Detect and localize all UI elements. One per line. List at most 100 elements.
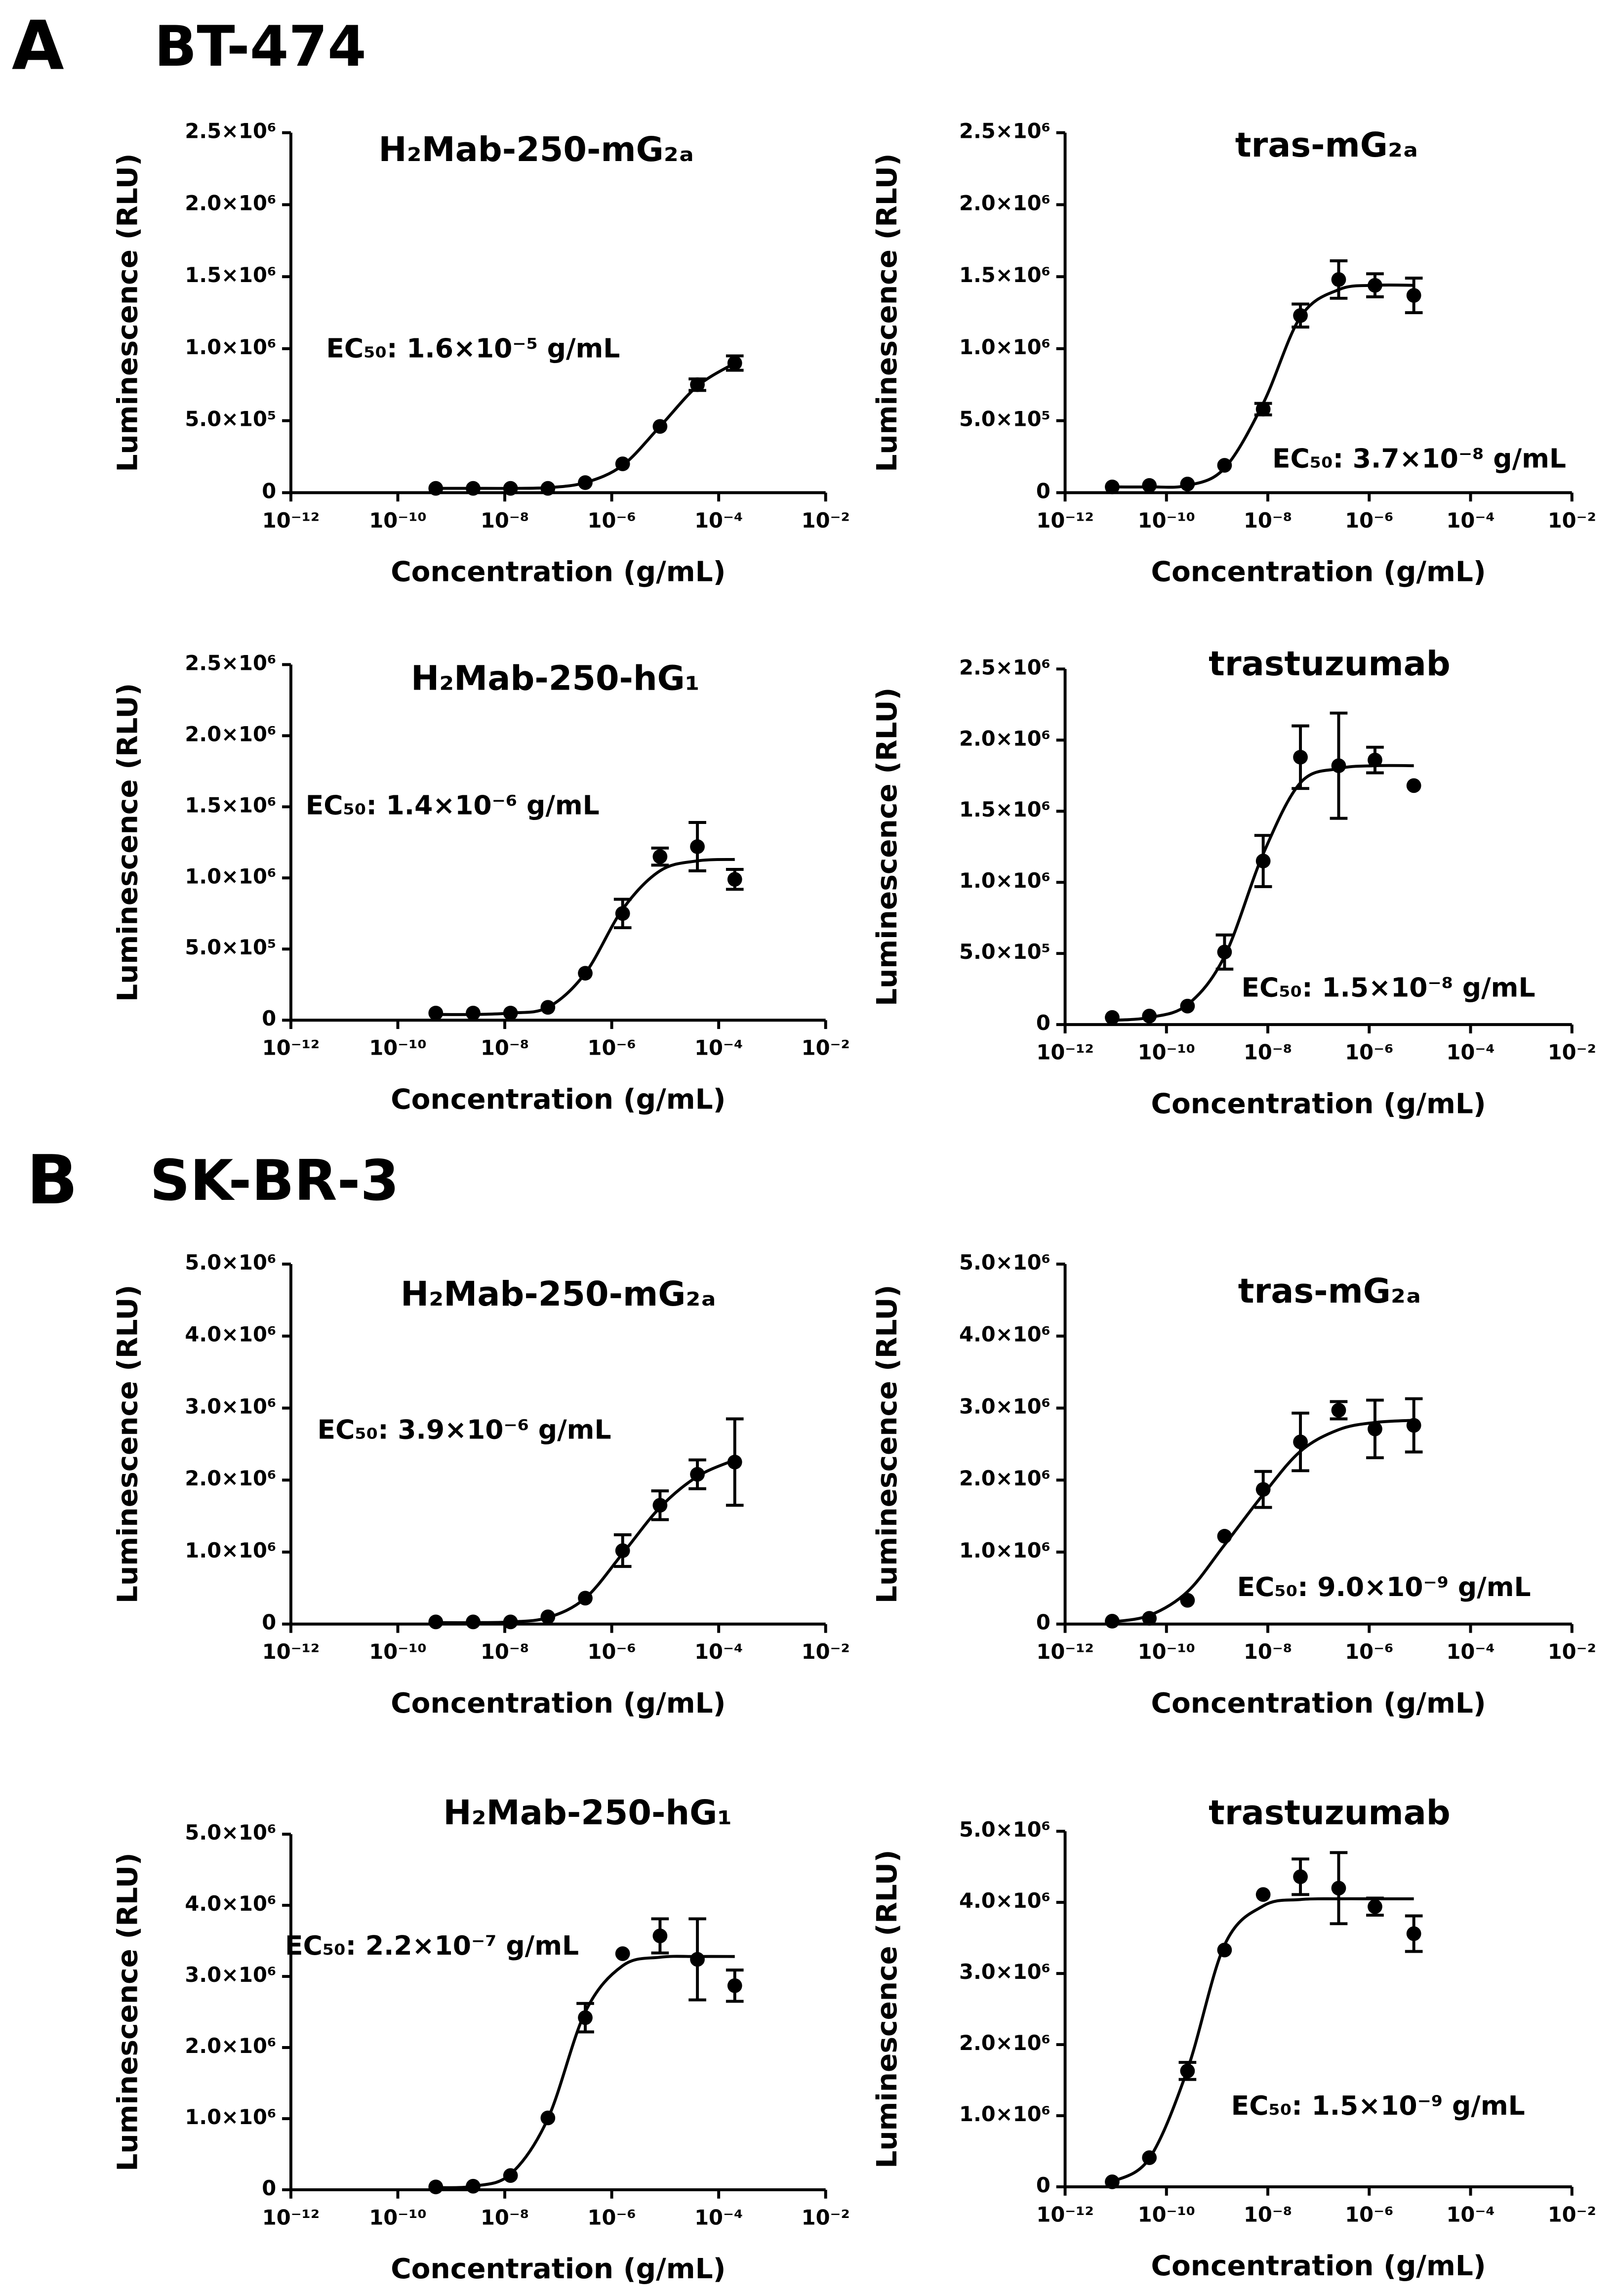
x-tick-label: 10⁻² <box>802 2205 850 2229</box>
data-point <box>1180 998 1195 1014</box>
x-tick-label: 10⁻⁸ <box>1244 508 1292 533</box>
data-point <box>1255 1482 1271 1497</box>
data-point <box>1331 1402 1346 1418</box>
x-tick-label: 10⁻² <box>1548 1040 1596 1065</box>
annotation: EC₅₀: 9.0×10⁻⁹ g/mL <box>1237 1571 1531 1602</box>
data-point <box>1105 2174 1120 2189</box>
fit-curve <box>436 1955 735 2189</box>
data-point <box>1368 1421 1382 1436</box>
y-tick-label: 2.0×10⁶ <box>185 722 276 746</box>
y-tick-label: 3.0×10⁶ <box>959 1394 1050 1418</box>
y-tick-label: 2.0×10⁶ <box>959 191 1050 215</box>
x-tick-label: 10⁻¹⁰ <box>369 2205 426 2229</box>
data-point <box>428 1614 444 1630</box>
y-tick-label: 2.0×10⁶ <box>959 726 1050 750</box>
data-point <box>1406 1926 1421 1941</box>
chart-title: tras-mG₂ₐ <box>1238 1272 1421 1311</box>
data-point <box>466 2178 481 2194</box>
data-point <box>1406 1418 1421 1433</box>
y-tick-label: 5.0×10⁶ <box>185 1250 276 1274</box>
x-tick-label: 10⁻¹² <box>262 2205 320 2229</box>
x-tick-label: 10⁻¹⁰ <box>1138 2202 1195 2226</box>
data-point <box>1255 402 1271 417</box>
x-tick-label: 10⁻⁶ <box>588 1640 636 1664</box>
y-tick-label: 5.0×10⁵ <box>185 407 276 431</box>
x-tick-label: 10⁻² <box>802 1036 850 1060</box>
chart-title: trastuzumab <box>1209 645 1451 684</box>
data-point <box>503 481 518 496</box>
y-tick-label: 2.0×10⁶ <box>959 1466 1050 1490</box>
x-tick-label: 10⁻⁶ <box>1345 508 1393 533</box>
x-tick-label: 10⁻² <box>802 508 850 533</box>
x-axis-label: Concentration (g/mL) <box>391 556 726 588</box>
y-tick-label: 5.0×10⁶ <box>959 1250 1050 1274</box>
x-tick-label: 10⁻⁴ <box>1446 508 1495 533</box>
data-point <box>428 2179 444 2195</box>
annotation: EC₅₀: 3.7×10⁻⁸ g/mL <box>1272 443 1566 474</box>
x-tick-label: 10⁻¹² <box>1036 1040 1093 1065</box>
x-tick-label: 10⁻⁴ <box>694 1036 743 1060</box>
x-tick-label: 10⁻⁸ <box>481 1640 529 1664</box>
x-tick-label: 10⁻² <box>802 1640 850 1664</box>
y-tick-label: 1.5×10⁶ <box>185 263 276 287</box>
data-point <box>1331 272 1346 287</box>
data-point <box>727 356 742 370</box>
data-point <box>690 839 705 854</box>
data-point <box>1217 1942 1232 1958</box>
x-tick-label: 10⁻⁶ <box>588 2205 636 2229</box>
y-tick-label: 1.5×10⁶ <box>959 797 1050 821</box>
x-axis-label: Concentration (g/mL) <box>391 2253 726 2285</box>
x-tick-label: 10⁻⁶ <box>588 1036 636 1060</box>
data-point <box>540 1000 556 1015</box>
chart-title: H₂Mab-250-hG₁ <box>443 1794 732 1833</box>
panel-letter: B <box>27 1141 78 1220</box>
fit-curve <box>436 362 736 490</box>
data-point <box>1142 2150 1157 2165</box>
chart-title: H₂Mab-250-mG₂ₐ <box>401 1275 716 1314</box>
y-tick-label: 2.5×10⁶ <box>185 119 276 143</box>
chart-title: H₂Mab-250-mG₂ₐ <box>378 130 694 169</box>
y-tick-label: 2.5×10⁶ <box>959 655 1050 679</box>
y-tick-label: 4.0×10⁶ <box>959 1322 1050 1347</box>
x-tick-label: 10⁻⁸ <box>481 1036 529 1060</box>
data-point <box>1406 778 1421 793</box>
y-tick-label: 1.5×10⁶ <box>185 793 276 817</box>
x-tick-label: 10⁻⁴ <box>1446 2202 1495 2226</box>
x-tick-label: 10⁻⁸ <box>481 508 529 533</box>
y-tick-label: 0 <box>262 1006 276 1030</box>
x-tick-label: 10⁻⁸ <box>1244 1040 1292 1065</box>
data-point <box>727 872 742 887</box>
x-tick-label: 10⁻¹⁰ <box>1138 1040 1195 1065</box>
data-point <box>1293 1869 1308 1885</box>
x-tick-label: 10⁻¹⁰ <box>1138 1640 1195 1664</box>
y-tick-label: 4.0×10⁶ <box>959 1888 1050 1913</box>
y-tick-label: 0 <box>262 479 276 503</box>
x-tick-label: 10⁻¹² <box>1036 508 1093 533</box>
y-axis-label: Luminescence (RLU) <box>112 683 144 1002</box>
annotation: EC₅₀: 1.5×10⁻⁸ g/mL <box>1241 972 1535 1003</box>
data-point <box>1368 1899 1382 1914</box>
data-point <box>727 1978 742 1993</box>
data-point <box>1368 752 1382 768</box>
x-tick-label: 10⁻⁴ <box>694 508 743 533</box>
x-tick-label: 10⁻¹² <box>262 508 320 533</box>
data-point <box>1406 288 1421 303</box>
y-tick-label: 1.0×10⁶ <box>959 1538 1050 1562</box>
y-tick-label: 1.0×10⁶ <box>959 335 1050 359</box>
x-axis-label: Concentration (g/mL) <box>1151 1687 1486 1720</box>
x-tick-label: 10⁻¹⁰ <box>369 508 426 533</box>
x-tick-label: 10⁻¹² <box>262 1640 320 1664</box>
data-point <box>540 2110 556 2126</box>
data-point <box>428 481 444 496</box>
y-axis-label: Luminescence (RLU) <box>871 688 903 1006</box>
x-tick-label: 10⁻⁴ <box>694 1640 743 1664</box>
x-tick-label: 10⁻⁶ <box>1345 2202 1393 2226</box>
fit-curve <box>1111 1897 1414 2183</box>
y-tick-label: 2.5×10⁶ <box>185 651 276 675</box>
data-point <box>1105 1010 1120 1025</box>
panel-title: SK-BR-3 <box>150 1148 399 1213</box>
y-tick-label: 0 <box>1036 2173 1050 2197</box>
y-tick-label: 5.0×10⁶ <box>185 1820 276 1845</box>
annotation: EC₅₀: 1.5×10⁻⁹ g/mL <box>1231 2090 1525 2121</box>
